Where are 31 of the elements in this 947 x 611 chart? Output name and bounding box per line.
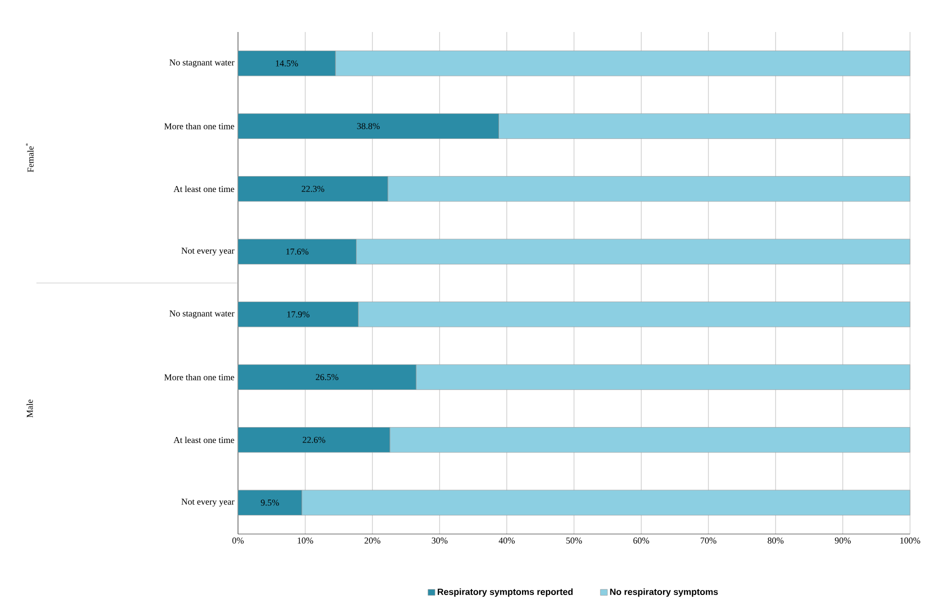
y-tick-label: More than one time xyxy=(164,374,234,380)
text: Male xyxy=(26,400,33,418)
legend-label: Respiratory symptoms reported xyxy=(438,588,573,597)
x-tick-label: 20% xyxy=(364,538,380,544)
y-tick-label: At least one time xyxy=(174,186,234,192)
y-tick-label: More than one time xyxy=(164,122,234,130)
x-tick-label: 10% xyxy=(298,538,314,544)
x-tick-label: 80% xyxy=(768,538,784,544)
y-tick-label: Not every year xyxy=(181,248,234,256)
data-label: 14.5% xyxy=(276,60,298,66)
y-tick-label: No stagnant water xyxy=(170,310,234,318)
y-tick-label: Not every year xyxy=(181,498,234,507)
x-tick-label: 60% xyxy=(633,538,650,544)
y-tick-label: No stagnant water xyxy=(170,59,234,68)
x-tick-label: 0% xyxy=(232,538,244,544)
x-tick-label: 90% xyxy=(834,538,851,544)
data-label: 17.6% xyxy=(286,248,308,255)
data-label: 22.3% xyxy=(302,186,324,192)
data-label: 17.9% xyxy=(287,311,310,318)
legend-label: No respiratory symptoms xyxy=(610,588,718,597)
y-tick-label: At least one time xyxy=(174,436,234,444)
data-label: 9.5% xyxy=(260,500,279,506)
x-tick-label: 40% xyxy=(498,538,515,544)
data-label: 26.5% xyxy=(316,374,338,380)
x-tick-label: 100% xyxy=(900,538,920,544)
x-tick-label: 70% xyxy=(700,538,716,544)
data-label: 22.6% xyxy=(302,436,326,443)
text: Female$^{*}$ xyxy=(26,143,34,172)
data-label: 38.8% xyxy=(357,123,380,130)
x-tick-label: 50% xyxy=(566,538,582,544)
x-tick-label: 30% xyxy=(432,538,448,544)
